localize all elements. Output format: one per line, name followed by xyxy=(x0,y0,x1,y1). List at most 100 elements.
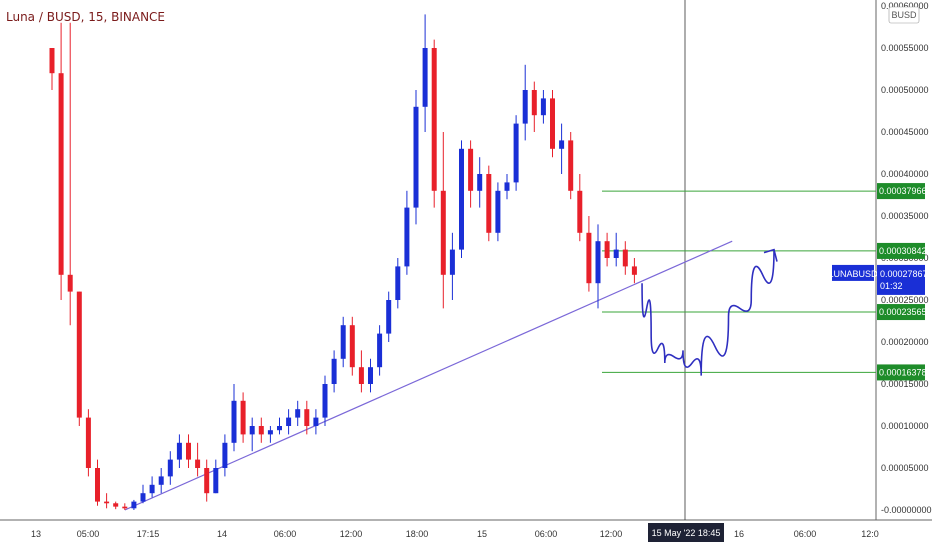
last-price-tag xyxy=(877,264,925,295)
candle-body xyxy=(104,501,110,504)
candle-body xyxy=(258,426,264,435)
candle-body xyxy=(67,274,73,292)
time-tick-label: 12:00 xyxy=(600,529,623,539)
candle-body xyxy=(158,476,164,485)
candle-body xyxy=(149,484,155,494)
candle-body xyxy=(440,190,446,275)
symbol-badge-label: LUNABUSD xyxy=(828,269,878,279)
candle-body xyxy=(85,417,91,468)
time-tick-label: 12:0 xyxy=(861,529,879,539)
candle-body xyxy=(595,241,601,284)
time-tick-label: 06:00 xyxy=(794,529,817,539)
candle-body xyxy=(313,417,319,426)
projection-curve xyxy=(641,249,775,376)
candle-body xyxy=(267,430,273,435)
candle-body xyxy=(249,426,255,435)
candle-body xyxy=(167,459,173,477)
time-tick-label: 06:00 xyxy=(274,529,297,539)
candle-body xyxy=(277,426,282,431)
candle-body xyxy=(349,325,355,368)
time-tick-label: 06:00 xyxy=(535,529,558,539)
candle-body xyxy=(522,90,528,124)
price-tick-label: 0.00050000 xyxy=(881,85,929,95)
candle-body xyxy=(131,501,137,509)
candle-body xyxy=(568,140,574,191)
last-price-label: 0.00027867 xyxy=(880,269,928,279)
time-tick-label: 14 xyxy=(217,529,227,539)
candle-body xyxy=(140,493,146,502)
candle-body xyxy=(586,232,592,284)
candle-body xyxy=(459,148,464,250)
candle-body xyxy=(431,48,437,191)
candle-body xyxy=(531,90,537,116)
candle-body xyxy=(495,190,501,233)
candle-body xyxy=(377,333,383,368)
candle-body xyxy=(322,384,328,418)
candle-body xyxy=(550,98,555,149)
candle-body xyxy=(395,266,401,300)
currency-badge[interactable] xyxy=(888,6,920,24)
level-price-tag xyxy=(877,304,925,321)
price-tick-label: -0.00000000 xyxy=(881,505,932,515)
level-price-label: 0.00016378 xyxy=(879,367,927,377)
time-tick-label: 05:00 xyxy=(77,529,100,539)
candle-body xyxy=(295,409,301,418)
candle-body xyxy=(176,442,182,460)
time-tick-label: 16 xyxy=(734,529,744,539)
candle-body xyxy=(286,417,292,426)
candle-body xyxy=(604,241,610,258)
time-tick-label: 15 xyxy=(477,529,487,539)
candle-body xyxy=(204,468,210,494)
candle-body xyxy=(386,300,392,334)
price-tick-label: 0.00040000 xyxy=(881,169,929,179)
symbol-badge[interactable] xyxy=(832,264,874,281)
candle-body xyxy=(49,48,55,74)
time-tick-label: 17:15 xyxy=(137,529,160,539)
candle-body xyxy=(422,48,428,107)
candle-body xyxy=(449,249,455,275)
candle-body xyxy=(95,468,100,502)
level-price-tag xyxy=(877,183,925,200)
time-tick-label: 18:00 xyxy=(406,529,429,539)
candle-body xyxy=(331,358,337,384)
candle-body xyxy=(622,249,628,267)
candle-body xyxy=(613,249,619,258)
candle-body xyxy=(222,442,228,468)
price-tick-label: 0.00010000 xyxy=(881,421,929,431)
candle-body xyxy=(358,367,364,384)
candle-body xyxy=(231,400,237,443)
crosshair-time-label: 15 May '22 18:45 xyxy=(652,528,721,538)
candle-body xyxy=(413,106,419,208)
price-tick-label: 0.00035000 xyxy=(881,211,929,221)
projection-arrowhead xyxy=(763,248,778,262)
candle-body xyxy=(186,442,191,460)
candle-body xyxy=(76,291,82,418)
level-price-label: 0.00037966 xyxy=(879,186,927,196)
candle-body xyxy=(122,506,128,509)
candle-body xyxy=(340,325,346,359)
price-tick-label: 0.00045000 xyxy=(881,127,929,137)
candle-body xyxy=(195,459,201,468)
currency-badge-label: BUSD xyxy=(891,10,917,20)
bar-countdown-label: 01:32 xyxy=(880,281,903,291)
candle-body xyxy=(631,266,637,275)
price-tick-label: 0.00060000 xyxy=(881,1,929,11)
price-tick-label: 0.00015000 xyxy=(881,379,929,389)
candle-body xyxy=(477,174,483,191)
chart-title: Luna / BUSD, 15, BINANCE xyxy=(6,10,166,24)
candle-body xyxy=(240,400,246,435)
time-tick-label: 13 xyxy=(31,529,41,539)
time-tick-label: 12:00 xyxy=(340,529,363,539)
price-tick-label: 0.00025000 xyxy=(881,295,929,305)
candle-body xyxy=(513,123,519,183)
candle-body xyxy=(404,207,410,267)
price-tick-label: 0.00055000 xyxy=(881,43,929,53)
candle-body xyxy=(486,174,492,233)
price-tick-label: 0.00020000 xyxy=(881,337,929,347)
candle-body xyxy=(577,190,583,233)
candle-body xyxy=(468,148,474,191)
candle-body xyxy=(559,140,565,149)
level-price-label: 0.00030842 xyxy=(879,246,927,256)
